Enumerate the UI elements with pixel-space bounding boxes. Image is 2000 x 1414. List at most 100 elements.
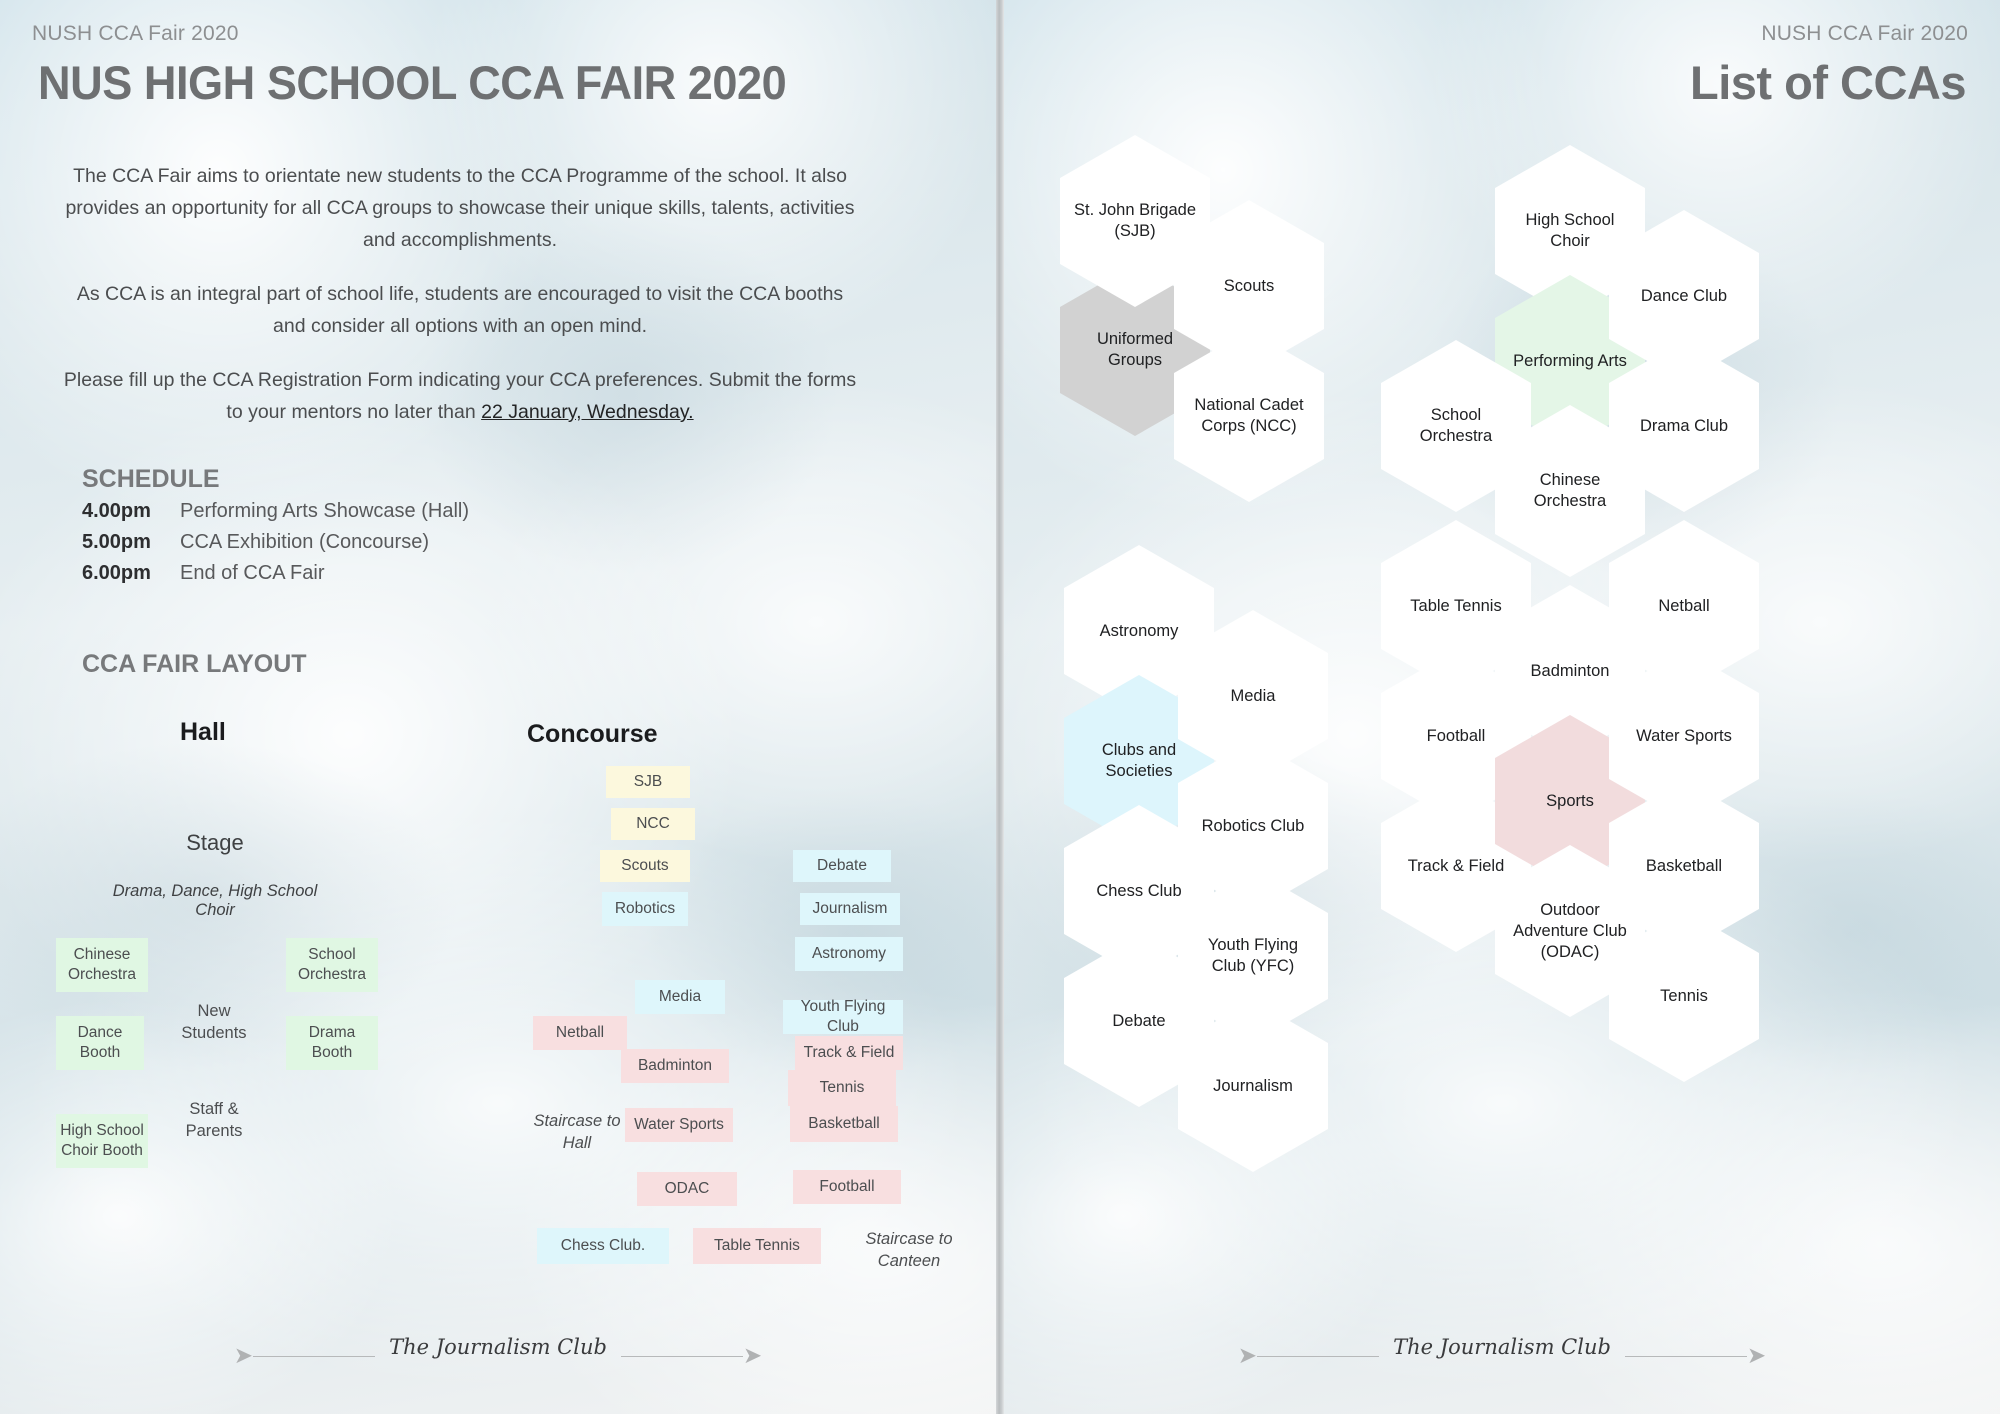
- booth-label: Chinese Orchestra: [67, 946, 137, 983]
- concourse-booth-debate[interactable]: Debate: [793, 850, 891, 882]
- right-page-title: List of CCAs: [1690, 56, 1967, 109]
- concourse-booth-water-sports[interactable]: Water Sports: [625, 1108, 733, 1142]
- booth-label: Scouts: [621, 857, 669, 874]
- hall-booth-high-school-choir[interactable]: High School Choir Booth: [56, 1114, 148, 1168]
- hall-booth-drama[interactable]: Drama Booth: [286, 1016, 378, 1070]
- concourse-booth-ncc[interactable]: NCC: [611, 808, 695, 840]
- booth-label: Astronomy: [811, 945, 887, 962]
- hex-label: High School Choir: [1525, 211, 1615, 250]
- booth-label: School Orchestra: [297, 946, 367, 983]
- footer-credit: The Journalism Club: [1393, 1335, 1611, 1359]
- booth-label: Youth Flying Club: [800, 998, 886, 1035]
- note-staircase-to-hall: Staircase to Hall: [533, 1112, 621, 1152]
- hex-label: Chess Club: [1096, 881, 1182, 900]
- bird-right-icon: ➤: [1746, 1341, 1767, 1368]
- hex-label: Astronomy: [1099, 621, 1179, 640]
- hex-label: Netball: [1658, 596, 1710, 615]
- intro-paragraph-2: As CCA is an integral part of school lif…: [76, 283, 844, 337]
- concourse-booth-journalism[interactable]: Journalism: [800, 893, 900, 925]
- schedule-row: 6.00pm End of CCA Fair: [82, 562, 469, 585]
- hex-label: Clubs and Societies: [1101, 741, 1177, 780]
- left-page: NUSH CCA Fair 2020 NUS HIGH SCHOOL CCA F…: [0, 0, 996, 1414]
- footer-divider-right: [1624, 1355, 1747, 1357]
- left-eyebrow: NUSH CCA Fair 2020: [32, 22, 239, 45]
- footer-divider-right: [620, 1355, 743, 1357]
- concourse-booth-tennis[interactable]: Tennis: [788, 1070, 896, 1106]
- hall-booth-dance[interactable]: Dance Booth: [56, 1016, 144, 1070]
- concourse-booth-youth-flying-club[interactable]: Youth Flying Club: [783, 998, 903, 1035]
- right-footer: ➤ The Journalism Club ➤: [1004, 1335, 2000, 1368]
- hex-label: Tennis: [1660, 986, 1708, 1005]
- intro-p3-text: Please fill up the CCA Registration Form…: [63, 369, 857, 423]
- hall-area-new-students: New Students: [181, 1002, 247, 1042]
- schedule-heading: SCHEDULE: [82, 465, 220, 493]
- page-gutter: [996, 0, 1004, 1414]
- sky-background: [0, 0, 996, 1414]
- booth-label: Tennis: [819, 1079, 865, 1096]
- hex-label: St. John Brigade (SJB): [1074, 201, 1196, 240]
- booth-label: Netball: [555, 1024, 605, 1041]
- concourse-booth-odac[interactable]: ODAC: [637, 1172, 737, 1206]
- concourse-booth-basketball[interactable]: Basketball: [790, 1106, 898, 1142]
- concourse-booth-track-field[interactable]: Track & Field: [795, 1036, 903, 1070]
- bird-left-icon: ➤: [1237, 1341, 1258, 1368]
- concourse-booth-badminton[interactable]: Badminton: [621, 1049, 729, 1083]
- intro-paragraph-3: Please fill up the CCA Registration Form…: [60, 364, 860, 428]
- booth-label: Chess Club.: [560, 1237, 646, 1254]
- concourse-booth-robotics[interactable]: Robotics: [602, 892, 688, 926]
- concourse-booth-table-tennis[interactable]: Table Tennis: [693, 1228, 821, 1264]
- schedule-time: 5.00pm: [82, 531, 151, 553]
- hex-label: Outdoor Adventure Club (ODAC): [1513, 900, 1627, 961]
- hex-label: Basketball: [1645, 856, 1723, 875]
- booth-label: Dance Booth: [77, 1024, 123, 1061]
- concourse-booth-astronomy[interactable]: Astronomy: [795, 937, 903, 971]
- footer-divider-left: [253, 1355, 376, 1357]
- hex-robotics-club[interactable]: Robotics Club: [1178, 740, 1328, 912]
- note-staircase-to-canteen: Staircase to Canteen: [865, 1230, 953, 1270]
- bird-left-icon: ➤: [233, 1341, 254, 1368]
- booth-label: Basketball: [808, 1115, 880, 1132]
- bird-right-icon: ➤: [742, 1341, 763, 1368]
- concourse-booth-netball[interactable]: Netball: [533, 1016, 627, 1050]
- concourse-booth-sjb[interactable]: SJB: [606, 766, 690, 798]
- concourse-booth-scouts[interactable]: Scouts: [600, 850, 690, 882]
- booth-label: Table Tennis: [714, 1237, 800, 1254]
- schedule-time: 6.00pm: [82, 562, 151, 584]
- booth-label: High School Choir Booth: [60, 1122, 144, 1159]
- hall-area-staff-parents: Staff & Parents: [185, 1100, 243, 1140]
- intro-paragraph-1: The CCA Fair aims to orientate new stude…: [65, 165, 855, 251]
- booth-label: Media: [658, 988, 702, 1005]
- hex-media[interactable]: Media: [1178, 610, 1328, 782]
- left-footer: ➤ The Journalism Club ➤: [0, 1335, 996, 1368]
- hex-label: Track & Field: [1407, 856, 1505, 875]
- footer-credit: The Journalism Club: [389, 1335, 607, 1359]
- hex-basketball[interactable]: Basketball: [1609, 780, 1759, 952]
- hex-label: School Orchestra: [1419, 406, 1493, 445]
- hall-booth-school-orchestra[interactable]: School Orchestra: [286, 938, 378, 992]
- hex-label: Uniformed Groups: [1096, 330, 1174, 369]
- page-title: NUS HIGH SCHOOL CCA FAIR 2020: [38, 56, 787, 109]
- hall-stage-label: Stage: [186, 830, 244, 855]
- booth-label: ODAC: [664, 1180, 710, 1197]
- concourse-booth-football[interactable]: Football: [793, 1170, 901, 1204]
- schedule-row: 4.00pm Performing Arts Showcase (Hall): [82, 500, 469, 523]
- concourse-booth-media[interactable]: Media: [635, 980, 725, 1014]
- hex-label: Scouts: [1223, 276, 1275, 295]
- hall-booth-chinese-orchestra[interactable]: Chinese Orchestra: [56, 938, 148, 992]
- booth-label: Debate: [817, 857, 867, 874]
- hex-label: Drama Club: [1639, 416, 1729, 435]
- booth-label: SJB: [633, 773, 663, 790]
- hex-label: Chinese Orchestra: [1533, 471, 1607, 510]
- booth-label: Journalism: [812, 900, 888, 917]
- concourse-booth-chess-club[interactable]: Chess Club.: [537, 1228, 669, 1264]
- hex-label: Table Tennis: [1410, 596, 1502, 615]
- booth-label: NCC: [636, 815, 670, 832]
- hex-label: Debate: [1112, 1011, 1166, 1030]
- schedule-desc: Performing Arts Showcase (Hall): [180, 500, 469, 522]
- booth-label: Track & Field: [803, 1044, 895, 1061]
- hex-label: National Cadet Corps (NCC): [1194, 396, 1304, 435]
- intro-text: The CCA Fair aims to orientate new stude…: [60, 160, 860, 450]
- hex-label: Media: [1230, 686, 1276, 705]
- hex-label: Youth Flying Club (YFC): [1207, 936, 1299, 975]
- layout-heading: CCA FAIR LAYOUT: [82, 650, 307, 678]
